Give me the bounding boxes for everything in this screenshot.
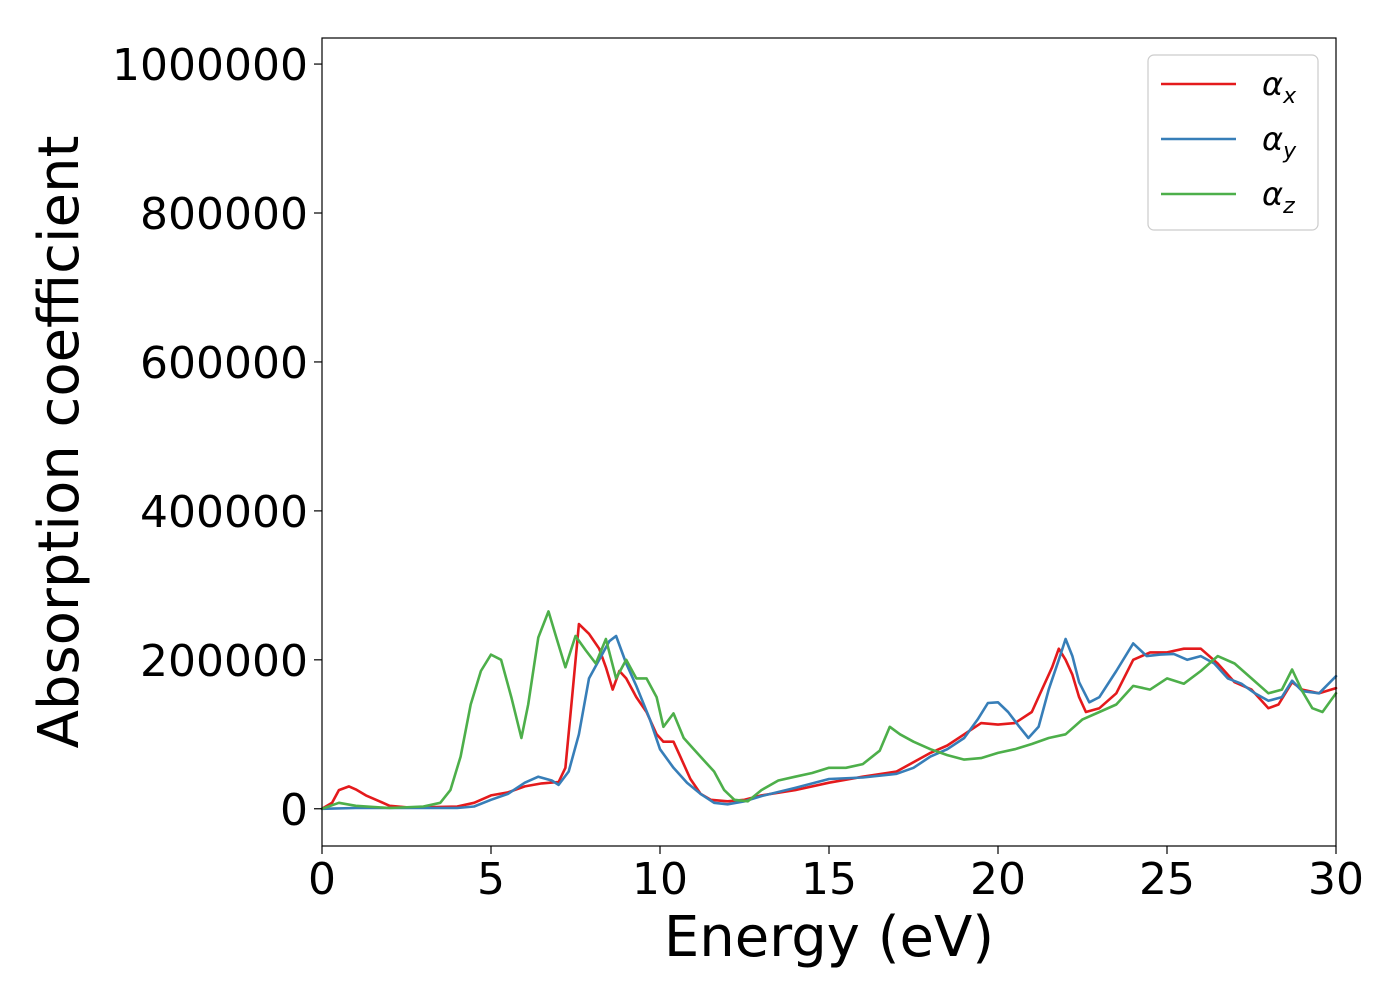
legend-label-base: α [1262, 120, 1283, 158]
x-tick-label: 15 [801, 854, 857, 905]
y-tick-label: 0 [280, 785, 308, 836]
legend-label-subscript: y [1282, 139, 1297, 164]
legend-label-x: αx [1262, 65, 1297, 109]
y-tick-label: 800000 [140, 189, 308, 240]
x-tick-label: 25 [1139, 854, 1195, 905]
x-tick-label: 30 [1308, 854, 1364, 905]
x-axis-label: Energy (eV) [664, 905, 994, 970]
y-tick-label: 200000 [140, 636, 308, 687]
x-tick-label: 0 [308, 854, 336, 905]
series-layer [320, 610, 1338, 811]
y-tick-label: 600000 [140, 338, 308, 389]
x-tick-label: 20 [970, 854, 1026, 905]
x-tick-label: 10 [632, 854, 688, 905]
legend-label-z: αz [1262, 175, 1295, 219]
legend-label-base: α [1262, 175, 1283, 213]
series-line-z [320, 610, 1338, 811]
y-tick-label: 400000 [140, 487, 308, 538]
y-axis: 0 200000 400000 600000 800000 1000000 [112, 40, 322, 836]
x-axis: 0 5 10 15 20 25 30 [308, 846, 1364, 905]
legend-label-base: α [1262, 65, 1283, 103]
legend-label-y: αy [1262, 120, 1297, 164]
legend-label-subscript: z [1282, 194, 1295, 219]
y-tick-label: 1000000 [112, 40, 308, 91]
x-tick-label: 5 [477, 854, 505, 905]
y-axis-label: Absorption coefficient [27, 136, 92, 749]
legend-label-subscript: x [1282, 84, 1297, 109]
series-line-y [320, 634, 1338, 811]
legend-box [1147, 54, 1319, 231]
